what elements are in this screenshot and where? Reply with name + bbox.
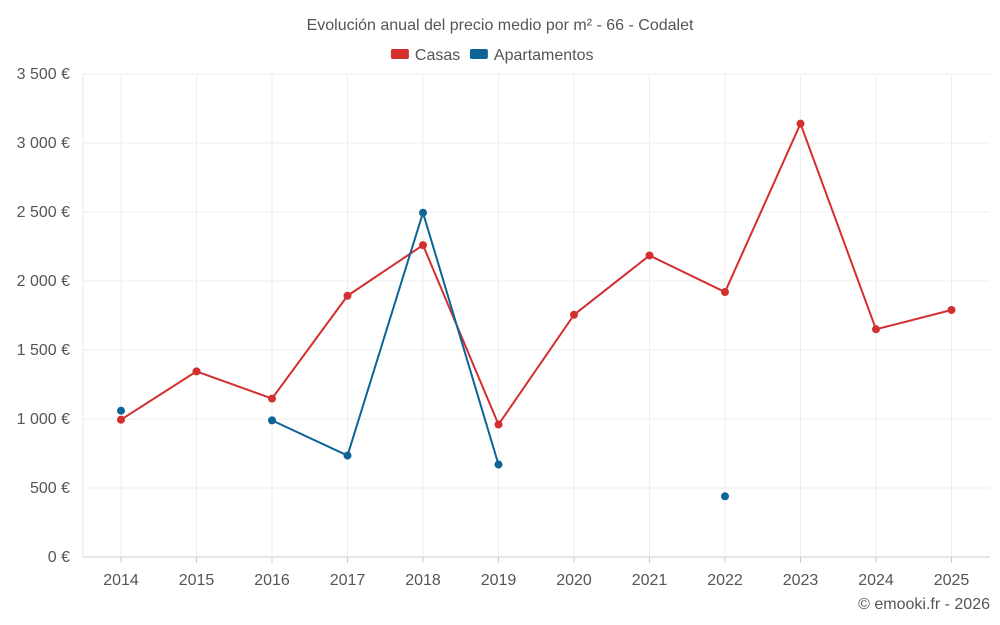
x-tick-label: 2020	[556, 572, 592, 589]
series-casas	[117, 119, 956, 429]
legend-swatch	[469, 49, 488, 59]
data-point[interactable]	[268, 394, 276, 403]
x-tick-label: 2025	[934, 572, 970, 589]
x-tick-label: 2024	[858, 572, 894, 589]
data-point[interactable]	[343, 291, 352, 300]
data-point[interactable]	[117, 406, 125, 415]
series-apartamentos	[117, 208, 729, 501]
footer-credit: © emooki.fr - 2026	[858, 596, 990, 613]
chart-legend: Casas Apartamentos	[390, 47, 594, 64]
x-tick-label: 2019	[481, 572, 517, 589]
plot-area	[117, 119, 956, 501]
legend-item-apartamentos[interactable]: Apartamentos	[469, 47, 594, 64]
data-point[interactable]	[494, 420, 503, 429]
legend-swatch	[390, 49, 409, 59]
y-tick-label: 2 000 €	[17, 273, 70, 290]
x-tick-label: 2022	[707, 572, 743, 589]
legend-label: Casas	[415, 47, 460, 64]
data-point[interactable]	[721, 288, 729, 297]
data-point[interactable]	[645, 251, 654, 260]
series-line	[271, 211, 500, 465]
y-tick-label: 2 500 €	[17, 204, 70, 221]
y-tick-label: 3 000 €	[17, 135, 70, 152]
legend-item-casas[interactable]: Casas	[390, 47, 460, 64]
data-point[interactable]	[343, 451, 352, 460]
y-tick-label: 1 500 €	[17, 342, 70, 359]
data-point[interactable]	[570, 310, 578, 319]
chart-grid	[82, 73, 990, 558]
x-tick-label: 2014	[103, 572, 139, 589]
x-tick-label: 2016	[254, 572, 290, 589]
data-point[interactable]	[419, 241, 427, 250]
data-point[interactable]	[117, 415, 125, 424]
x-axis: 2014 2015 2016 2017 2018 2019 2020 2021 2022 2023…	[103, 557, 969, 589]
y-tick-label: 3 500 €	[17, 66, 70, 83]
data-point[interactable]	[947, 305, 956, 314]
x-tick-label: 2018	[405, 572, 441, 589]
chart-title: Evolución anual del precio medio por m² …	[307, 17, 694, 34]
x-tick-label: 2015	[179, 572, 215, 589]
data-point[interactable]	[268, 416, 276, 425]
data-point[interactable]	[419, 208, 427, 217]
data-point[interactable]	[494, 460, 503, 469]
legend-label: Apartamentos	[494, 47, 594, 64]
y-tick-label: 500 €	[30, 480, 70, 497]
x-tick-label: 2021	[632, 572, 668, 589]
data-point[interactable]	[192, 367, 201, 376]
x-tick-label: 2023	[783, 572, 819, 589]
y-tick-label: 1 000 €	[17, 411, 70, 428]
data-point[interactable]	[872, 325, 880, 334]
y-tick-label: 0 €	[48, 549, 70, 566]
y-axis: 0 € 500 € 1 000 € 1 500 € 2 000 € 2 500 € 3 00…	[17, 66, 70, 566]
x-tick-label: 2017	[330, 572, 366, 589]
series-line	[120, 122, 952, 426]
data-point[interactable]	[796, 119, 805, 128]
data-point[interactable]	[721, 492, 729, 501]
